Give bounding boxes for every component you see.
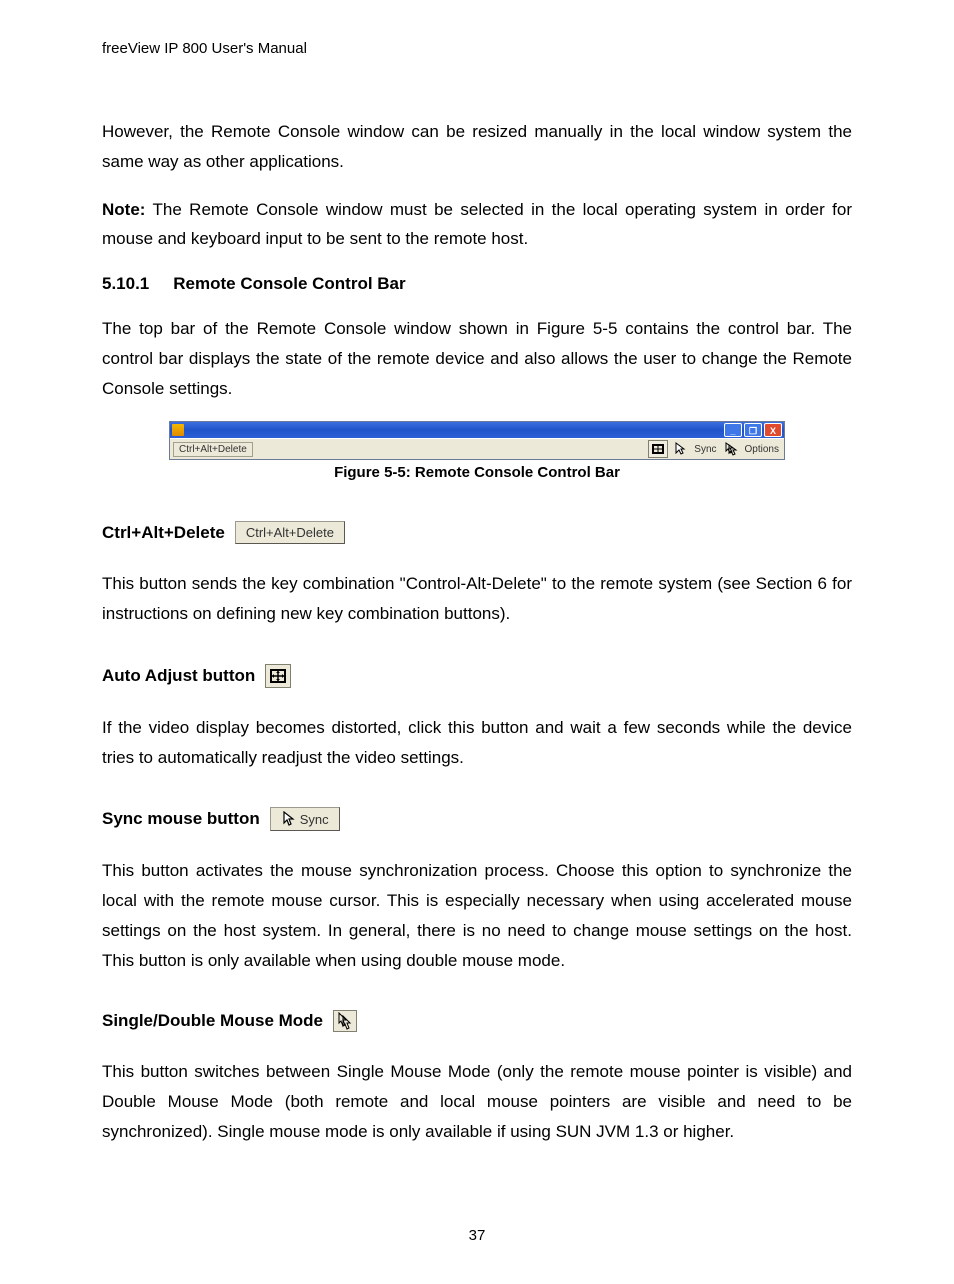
sync-row: Sync mouse button Sync [102,807,852,831]
note-text: The Remote Console window must be select… [102,200,852,249]
cad-description: This button sends the key combination "C… [102,569,852,629]
note-label: Note: [102,200,145,219]
section-title: Remote Console Control Bar [173,274,405,293]
window-titlebar: _ ❐ X [170,422,784,438]
sync-label: Sync mouse button [102,809,260,829]
section-heading: 5.10.1 Remote Console Control Bar [102,274,852,294]
cursor-icon[interactable] [671,441,689,457]
doc-header: freeView IP 800 User's Manual [102,40,852,57]
auto-adjust-description: If the video display becomes distorted, … [102,713,852,773]
cad-row: Ctrl+Alt+Delete Ctrl+Alt+Delete [102,521,852,544]
mouse-mode-icon[interactable] [722,441,740,457]
toolbar-sync-label[interactable]: Sync [692,444,718,455]
auto-adjust-row: Auto Adjust button [102,664,852,688]
window-controls: _ ❐ X [724,423,782,437]
cad-label: Ctrl+Alt+Delete [102,523,225,543]
cad-button[interactable]: Ctrl+Alt+Delete [235,521,345,544]
minimize-button[interactable]: _ [724,423,742,437]
page-number: 37 [102,1227,852,1244]
window-icon [172,424,184,436]
auto-adjust-button-icon[interactable] [265,664,291,688]
section-number: 5.10.1 [102,274,149,294]
maximize-button[interactable]: ❐ [744,423,762,437]
toolbar-cad-button[interactable]: Ctrl+Alt+Delete [173,442,253,457]
mouse-mode-label: Single/Double Mouse Mode [102,1011,323,1031]
close-button[interactable]: X [764,423,782,437]
mouse-mode-row: Single/Double Mouse Mode [102,1010,852,1032]
paragraph-note: Note: The Remote Console window must be … [102,195,852,255]
toolbar-options-label[interactable]: Options [743,444,781,455]
auto-adjust-label: Auto Adjust button [102,666,255,686]
auto-adjust-icon[interactable] [648,440,668,458]
figure-caption: Figure 5-5: Remote Console Control Bar [102,464,852,481]
remote-console-bar: _ ❐ X Ctrl+Alt+Delete Sync [169,421,785,460]
console-toolbar: Ctrl+Alt+Delete Sync Options [170,438,784,459]
paragraph-resize: However, the Remote Console window can b… [102,117,852,177]
sync-button-text: Sync [300,812,329,827]
paragraph-controlbar: The top bar of the Remote Console window… [102,314,852,403]
mouse-mode-button-icon[interactable] [333,1010,357,1032]
mouse-mode-description: This button switches between Single Mous… [102,1057,852,1146]
sync-button[interactable]: Sync [270,807,340,831]
figure-container: _ ❐ X Ctrl+Alt+Delete Sync [102,421,852,481]
sync-description: This button activates the mouse synchron… [102,856,852,975]
